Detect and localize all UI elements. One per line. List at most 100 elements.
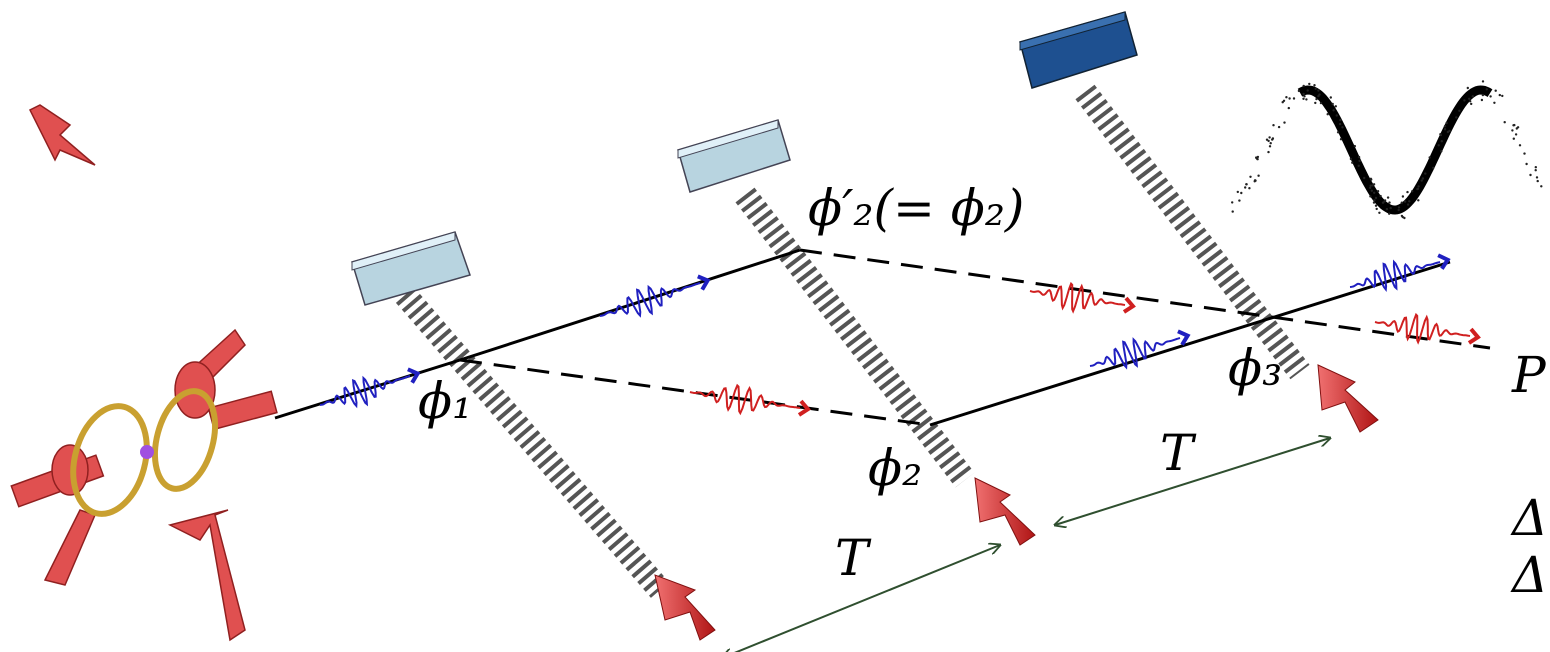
scatter-dot [1237, 191, 1239, 193]
scatter-dot [1231, 201, 1233, 203]
arrow [975, 478, 1035, 545]
beam [1085, 92, 1300, 372]
scatter-dot [1403, 217, 1405, 219]
scatter-dot [1535, 166, 1537, 168]
mot-beam [30, 105, 95, 165]
coil [62, 398, 158, 522]
scatter-dot [1398, 206, 1400, 208]
scatter-dot [1267, 140, 1269, 142]
scatter-dot [1244, 186, 1246, 188]
scatter-dot [1529, 174, 1531, 176]
phase-label: ϕ′₂(= ϕ₂) [808, 179, 1024, 237]
scatter-dot [1288, 97, 1290, 99]
delta-label: Δ [1510, 489, 1548, 547]
scatter-dot [1293, 97, 1295, 99]
scatter-dot [1388, 201, 1390, 203]
scatter-dot [1257, 175, 1259, 177]
beam [745, 195, 965, 480]
scatter-dot [1424, 172, 1426, 174]
scatter-dot [1358, 156, 1360, 158]
scatter-dot [1267, 151, 1269, 153]
scatter-dot [1501, 95, 1503, 97]
scatter-dot [1421, 179, 1423, 181]
scatter-dot [1525, 163, 1527, 165]
scatter-dot [1387, 196, 1389, 198]
scatter-dot [1283, 121, 1285, 123]
scatter-dot [1370, 185, 1372, 187]
time-label: T [835, 529, 872, 587]
scatter-dot [1240, 192, 1242, 194]
scatter-dot [1254, 180, 1256, 182]
scatter-dot [1458, 110, 1460, 112]
beam [405, 295, 660, 590]
scatter-dot [1313, 84, 1315, 86]
scatter-dot [1499, 94, 1501, 96]
scatter-dot [1422, 177, 1424, 179]
scatter-dot [1535, 169, 1537, 171]
atom-cloud [140, 445, 154, 459]
path-solid [460, 250, 800, 360]
scatter-dot [1472, 95, 1474, 97]
scatter-dot [1317, 95, 1319, 97]
scatter-dot [1481, 99, 1483, 101]
scatter-dot [1332, 109, 1334, 111]
wave-packets [320, 255, 1478, 415]
scatter-dot [1335, 105, 1337, 107]
scatter-dot [1444, 125, 1446, 127]
scatter-dot [1469, 100, 1471, 102]
scatter-dot [1320, 102, 1322, 104]
scatter-dot [1440, 134, 1442, 136]
scatter-dot [1270, 142, 1272, 144]
scatter-dot [1249, 176, 1251, 178]
mirror [1020, 12, 1137, 88]
scatter-dot [1339, 119, 1341, 121]
scatter-dot [1417, 188, 1419, 190]
scatter-dot [1358, 165, 1360, 167]
scatter-dot [1493, 102, 1495, 104]
scatter-dot [1308, 83, 1310, 85]
wave-packet [1030, 284, 1125, 312]
fringe-curve [1300, 90, 1490, 210]
scatter-dot [1269, 145, 1271, 147]
scatter-dot [1314, 102, 1316, 104]
scatter-dot [1470, 103, 1472, 105]
scatter-dot [1407, 203, 1409, 205]
mot-beam [52, 445, 88, 495]
scatter-dot [1375, 205, 1377, 207]
mot-beam [45, 510, 95, 585]
delta-label: Δ [1510, 546, 1548, 604]
scatter-dot [1445, 122, 1447, 124]
scatter-dot [1402, 195, 1404, 197]
scatter-dot [1363, 177, 1365, 179]
scatter-dot [1282, 101, 1284, 103]
scatter-dot [1398, 209, 1400, 211]
scatter-dot [1257, 156, 1259, 158]
scatter-dot [1336, 114, 1338, 116]
scatter-dot [1408, 200, 1410, 202]
scatter-dot [1438, 144, 1440, 146]
scatter-dot [1444, 128, 1446, 130]
scatter-dot [1517, 126, 1519, 128]
scatter-dot [1455, 116, 1457, 118]
fringe-scatter [1231, 80, 1543, 219]
phase-label: ϕ₂ [868, 439, 922, 497]
scatter-dot [1441, 140, 1443, 142]
mot-beam [208, 391, 276, 429]
scatter-dot [1256, 158, 1258, 160]
scatter-dot [1317, 89, 1319, 91]
laser-beams [405, 92, 1300, 590]
scatter-dot [1515, 133, 1517, 135]
scatter-dot [1332, 103, 1334, 105]
page: ϕ₁ ϕ₂ ϕ₃ ϕ′₂(= ϕ₂) T T P Δ Δ (() => { co… [0, 0, 1550, 652]
scatter-dot [1448, 130, 1450, 132]
mot-beam [170, 510, 245, 640]
scatter-dot [1272, 124, 1274, 126]
scatter-dot [1315, 98, 1317, 100]
scatter-dot [1523, 152, 1525, 154]
wave-packet [690, 386, 800, 414]
scatter-dot [1358, 160, 1360, 162]
scatter-dot [1373, 183, 1375, 185]
scatter-dot [1513, 124, 1515, 126]
scatter-dot [1305, 98, 1307, 100]
scatter-dot [1278, 126, 1280, 128]
